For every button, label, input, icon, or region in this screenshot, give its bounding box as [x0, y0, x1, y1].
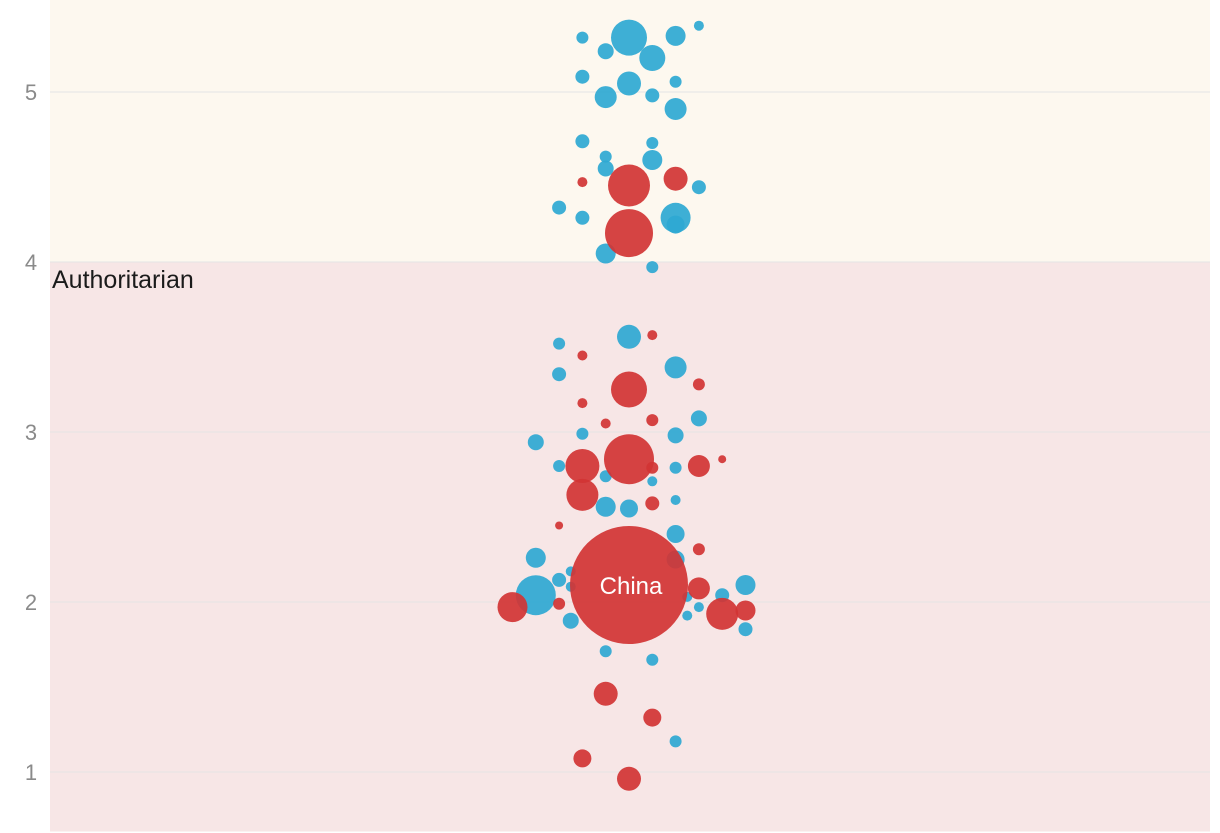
red-bubble[interactable]	[647, 330, 658, 341]
red-bubble[interactable]	[566, 478, 599, 511]
blue-bubble[interactable]	[552, 367, 567, 382]
blue-bubble[interactable]	[669, 461, 682, 474]
blue-bubble[interactable]	[575, 210, 590, 225]
blue-bubble[interactable]	[693, 20, 704, 31]
blue-bubble[interactable]	[552, 572, 567, 587]
y-tick-label: 2	[25, 590, 37, 615]
y-tick-label: 4	[25, 250, 37, 275]
red-bubble[interactable]	[604, 434, 654, 485]
red-bubble[interactable]	[577, 350, 588, 361]
blue-bubble[interactable]	[553, 337, 566, 350]
blue-bubble[interactable]	[617, 71, 641, 96]
blue-bubble[interactable]	[611, 19, 647, 56]
blue-bubble[interactable]	[645, 88, 660, 103]
blue-bubble[interactable]	[552, 200, 567, 215]
blue-bubble[interactable]	[562, 612, 579, 629]
red-bubble[interactable]	[600, 418, 611, 429]
blue-bubble[interactable]	[669, 75, 682, 88]
red-bubble[interactable]	[573, 749, 592, 768]
bubble-china[interactable]	[570, 526, 688, 644]
blue-bubble[interactable]	[620, 499, 638, 518]
bubbles-layer	[497, 19, 756, 791]
red-bubble[interactable]	[692, 378, 705, 391]
blue-bubble[interactable]	[735, 575, 756, 595]
blue-bubble[interactable]	[576, 31, 589, 44]
blue-bubble[interactable]	[646, 653, 659, 666]
blue-bubble[interactable]	[576, 427, 589, 440]
blue-bubble[interactable]	[666, 215, 685, 234]
blue-bubble[interactable]	[642, 150, 663, 170]
background-bands	[50, 0, 1210, 832]
blue-bubble[interactable]	[691, 180, 706, 195]
bubble-labels: China	[600, 573, 663, 600]
blue-bubble[interactable]	[647, 476, 658, 487]
blue-bubble[interactable]	[617, 324, 641, 349]
blue-bubble[interactable]	[665, 25, 686, 46]
bubble-label-china: China	[600, 573, 663, 600]
blue-bubble[interactable]	[670, 495, 681, 505]
blue-bubble[interactable]	[553, 460, 566, 472]
blue-bubble[interactable]	[666, 525, 685, 543]
y-tick-label: 3	[25, 420, 37, 445]
y-tick-label: 5	[25, 80, 37, 105]
red-bubble[interactable]	[646, 461, 659, 474]
blue-bubble[interactable]	[525, 547, 546, 568]
red-bubble[interactable]	[555, 521, 564, 530]
red-bubble[interactable]	[611, 371, 647, 408]
red-bubble[interactable]	[718, 455, 727, 464]
blue-bubble[interactable]	[595, 496, 616, 517]
band-label: Authoritarian	[52, 266, 194, 294]
red-bubble[interactable]	[577, 398, 588, 409]
blue-bubble[interactable]	[597, 43, 614, 60]
red-bubble[interactable]	[687, 577, 710, 600]
red-bubble[interactable]	[617, 766, 641, 791]
blue-bubble[interactable]	[594, 86, 617, 109]
y-axis-ticks: 1 2 3 4 5	[25, 80, 37, 785]
red-bubble[interactable]	[608, 164, 650, 207]
red-bubble[interactable]	[706, 597, 739, 630]
blue-bubble[interactable]	[738, 622, 753, 637]
blue-bubble[interactable]	[575, 134, 590, 149]
blue-bubble[interactable]	[664, 356, 687, 379]
red-bubble[interactable]	[646, 414, 659, 427]
band-labels: Authoritarian	[52, 266, 194, 294]
red-bubble[interactable]	[497, 592, 528, 623]
blue-bubble[interactable]	[597, 160, 614, 177]
red-bubble[interactable]	[692, 543, 705, 556]
red-bubble[interactable]	[663, 166, 688, 191]
red-bubble[interactable]	[645, 496, 660, 511]
red-bubble[interactable]	[605, 209, 653, 258]
blue-bubble[interactable]	[682, 610, 693, 621]
blue-bubble[interactable]	[664, 98, 687, 120]
blue-bubble[interactable]	[599, 150, 612, 163]
blue-bubble[interactable]	[646, 137, 659, 149]
red-bubble[interactable]	[593, 681, 618, 706]
blue-bubble[interactable]	[639, 45, 666, 71]
blue-bubble[interactable]	[667, 427, 684, 444]
blue-bubble[interactable]	[669, 735, 682, 748]
red-bubble[interactable]	[565, 449, 600, 483]
blue-bubble[interactable]	[646, 261, 659, 274]
blue-bubble[interactable]	[690, 410, 707, 427]
red-bubble[interactable]	[735, 600, 756, 621]
red-bubble[interactable]	[553, 597, 566, 610]
blue-bubble[interactable]	[575, 69, 590, 84]
red-bubble[interactable]	[643, 708, 662, 727]
y-tick-label: 1	[25, 760, 37, 785]
red-bubble[interactable]	[577, 177, 588, 188]
blue-bubble[interactable]	[599, 645, 612, 658]
blue-bubble[interactable]	[527, 434, 544, 451]
blue-bubble[interactable]	[693, 602, 704, 613]
red-bubble[interactable]	[687, 455, 710, 477]
